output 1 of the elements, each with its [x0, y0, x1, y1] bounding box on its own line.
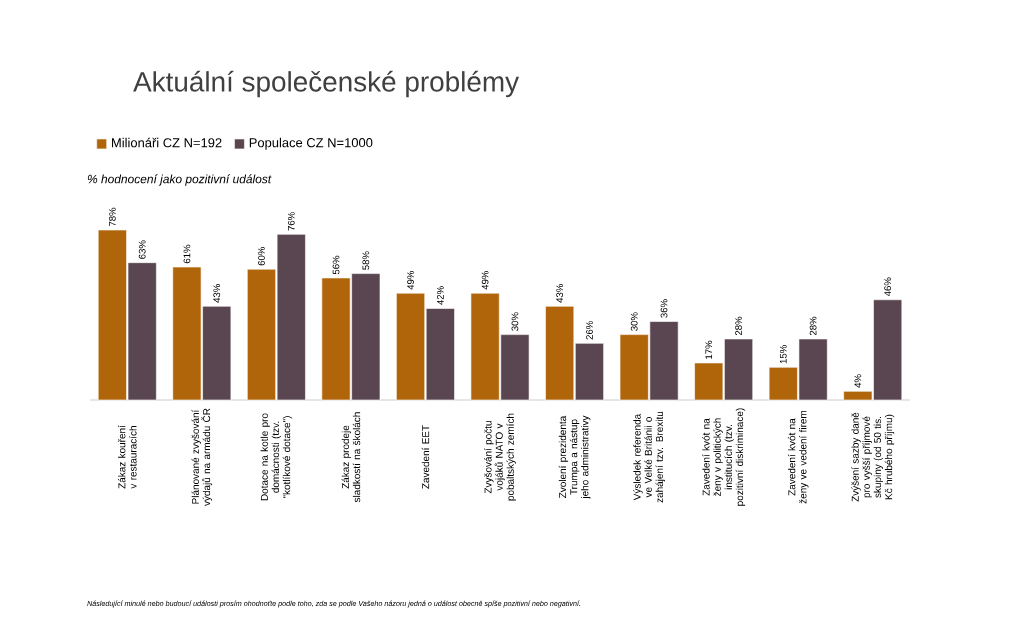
chart-title: Aktuální společenské problémy: [133, 70, 520, 98]
